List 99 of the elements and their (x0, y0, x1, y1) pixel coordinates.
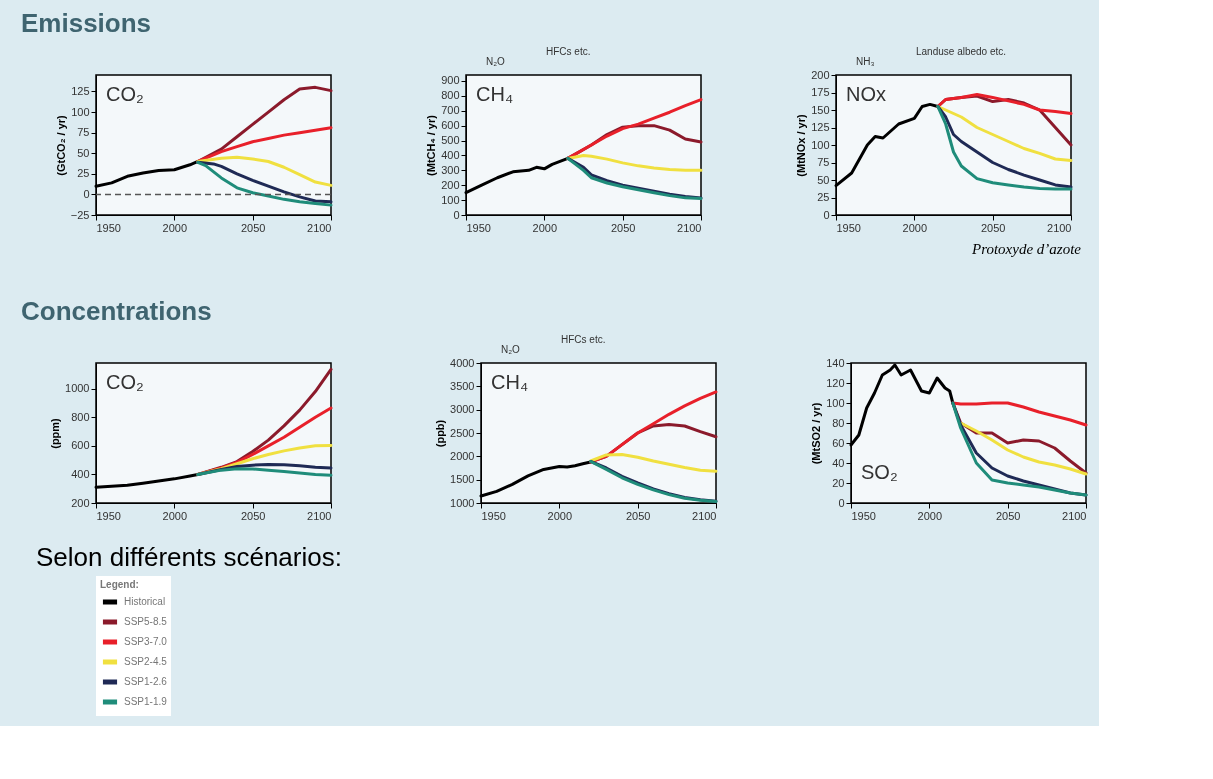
x-tick-label: 2050 (625, 509, 651, 522)
legend-label: SSP1-1.9 (124, 696, 168, 707)
x-tick-label: 2050 (980, 221, 1006, 234)
y-tick-label: 150 (811, 103, 830, 116)
text: SO₂ (861, 461, 898, 483)
x-tick-label: 2000 (902, 221, 928, 234)
y-tick-label: 40 (832, 456, 845, 469)
legend-label: SSP5-8.5 (124, 616, 168, 627)
y-axis-title: (MtNOx / yr) (795, 114, 808, 177)
y-tick-label: 75 (817, 156, 830, 168)
x-tick-label: 2100 (307, 509, 332, 522)
y-axis-title: (MtCH₄ / yr) (425, 114, 438, 176)
y-tick-label: 50 (817, 173, 830, 186)
y-tick-label: 400 (441, 148, 460, 161)
chart-title: NOx (846, 83, 886, 105)
y-tick-label: 50 (77, 146, 90, 159)
y-tick-label: 200 (811, 68, 830, 81)
x-tick-label: 1950 (96, 509, 121, 522)
x-tick-label: 1950 (836, 221, 861, 234)
x-tick-label: 2000 (532, 221, 558, 234)
x-tick-label: 2100 (677, 221, 702, 234)
y-tick-label: 500 (441, 134, 460, 147)
x-tick-label: 2100 (692, 509, 717, 522)
y-axis-title: (GtCO₂ / yr) (54, 114, 67, 176)
y-tick-label: −25 (70, 208, 90, 221)
x-tick-label: 2050 (240, 221, 266, 234)
text: HFCs etc. (561, 334, 606, 345)
legend-label: SSP3-7.0 (124, 636, 168, 647)
y-tick-label: 125 (71, 84, 90, 97)
y-tick-label: 900 (441, 74, 460, 87)
y-tick-label: 800 (441, 89, 460, 102)
y-tick-label: 0 (453, 208, 460, 221)
y-tick-label: 1000 (450, 496, 475, 509)
y-tick-label: 700 (441, 104, 460, 117)
y-tick-label: 3000 (450, 403, 475, 416)
y-tick-label: 2500 (450, 426, 475, 439)
y-tick-label: 600 (71, 439, 90, 452)
x-tick-label: 2100 (307, 221, 332, 234)
y-axis-title: (ppb) (434, 419, 447, 448)
text: N₂O (486, 56, 506, 67)
y-tick-label: 2000 (450, 449, 475, 462)
text: HFCs etc. (546, 46, 591, 57)
y-tick-label: 1500 (450, 473, 475, 486)
x-tick-label: 2000 (917, 509, 943, 522)
y-tick-label: 0 (823, 208, 830, 221)
text: NH₃ (856, 56, 875, 67)
y-tick-label: 600 (441, 119, 460, 132)
legend-label: SSP2-4.5 (124, 656, 168, 667)
y-tick-label: 60 (832, 436, 845, 449)
legend-title: Legend: (100, 579, 139, 590)
y-tick-label: 25 (817, 191, 830, 203)
x-tick-label: 1950 (481, 509, 506, 522)
y-tick-label: 300 (441, 163, 460, 176)
y-tick-label: 1000 (65, 382, 90, 395)
x-tick-label: 2050 (995, 509, 1021, 522)
y-tick-label: 120 (826, 376, 845, 389)
y-axis-title: (ppm) (49, 417, 62, 449)
chart-title: CH₄ (491, 371, 529, 393)
text: Landuse albedo etc. (916, 46, 1007, 57)
legend-label: SSP1-2.6 (124, 676, 168, 687)
legend-label: Historical (124, 596, 166, 607)
y-tick-label: 200 (441, 178, 460, 191)
y-tick-label: 200 (71, 496, 90, 509)
y-tick-label: 20 (832, 476, 845, 489)
y-axis-title: (MtSO2 / yr) (810, 402, 823, 465)
x-tick-label: 2050 (240, 509, 266, 522)
x-tick-label: 2000 (162, 509, 188, 522)
y-tick-label: 0 (83, 187, 90, 200)
y-tick-label: 25 (77, 167, 90, 180)
x-tick-label: 1950 (466, 221, 491, 234)
y-tick-label: 400 (71, 467, 90, 480)
x-tick-label: 1950 (96, 221, 121, 234)
x-tick-label: 2050 (610, 221, 636, 234)
y-tick-label: 3500 (450, 379, 475, 392)
y-tick-label: 4000 (450, 356, 475, 369)
x-tick-label: 1950 (851, 509, 876, 522)
y-tick-label: 125 (811, 121, 830, 133)
y-tick-label: 100 (441, 193, 460, 206)
y-tick-label: 100 (811, 138, 830, 151)
y-tick-label: 100 (826, 396, 845, 409)
text: N₂O (501, 344, 521, 355)
chart-title: CO₂ (106, 83, 144, 105)
y-tick-label: 175 (811, 86, 830, 98)
y-tick-label: 100 (71, 105, 90, 118)
y-tick-label: 140 (826, 356, 845, 369)
x-tick-label: 2100 (1047, 221, 1072, 234)
y-tick-label: 80 (832, 416, 845, 429)
chart-title: CO₂ (106, 371, 144, 393)
chart-title: CH₄ (476, 83, 514, 105)
text: Emissions (21, 8, 152, 38)
x-tick-label: 2100 (1062, 509, 1087, 522)
x-tick-label: 2000 (162, 221, 188, 234)
text: Selon différents scénarios: (36, 542, 342, 572)
text: Protoxyde d’azote (971, 241, 1082, 257)
text: Concentrations (21, 296, 212, 326)
y-tick-label: 800 (71, 410, 90, 423)
y-tick-label: 0 (838, 496, 845, 509)
x-tick-label: 2000 (547, 509, 573, 522)
y-tick-label: 75 (77, 126, 90, 139)
